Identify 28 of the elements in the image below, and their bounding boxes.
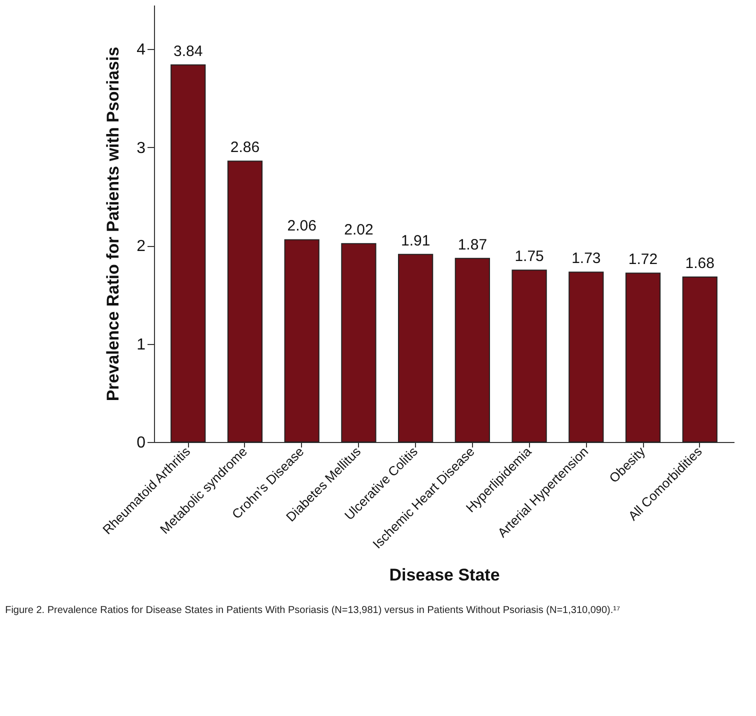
bar (170, 64, 206, 442)
data-label: 2.02 (344, 222, 374, 239)
data-label: 1.87 (458, 236, 488, 254)
data-label: 3.84 (174, 42, 203, 60)
data-label: 1.75 (514, 248, 544, 266)
y-tick-label: 0 (136, 434, 146, 452)
data-label: 1.72 (628, 251, 658, 268)
data-label: 2.06 (287, 218, 316, 235)
y-tick-label: 3 (136, 140, 146, 157)
bar (568, 272, 604, 442)
caption: Figure 2. Prevalence Ratios for Disease States in Patients With Psoriasis (N=13,981) versus in Patients Without Psoriasis (N=1,310,090).¹⁷ (5, 605, 620, 616)
data-label: 1.73 (572, 250, 601, 268)
x-axis-title: Disease State (389, 566, 500, 585)
y-axis-title: Prevalence Ratio for Patients with Psoriasis (104, 46, 123, 402)
bar (227, 160, 263, 442)
bar (284, 239, 320, 442)
data-label: 1.68 (685, 255, 714, 272)
bar (625, 272, 661, 442)
bar (454, 258, 490, 442)
data-label: 1.91 (400, 232, 430, 250)
bar (682, 276, 718, 442)
y-tick-label: 1 (136, 336, 146, 354)
data-label: 2.86 (230, 139, 260, 156)
y-tick-label: 2 (136, 238, 146, 256)
y-tick-label: 4 (136, 42, 146, 59)
bar (512, 270, 547, 442)
bar (398, 254, 434, 442)
bar (341, 243, 376, 442)
